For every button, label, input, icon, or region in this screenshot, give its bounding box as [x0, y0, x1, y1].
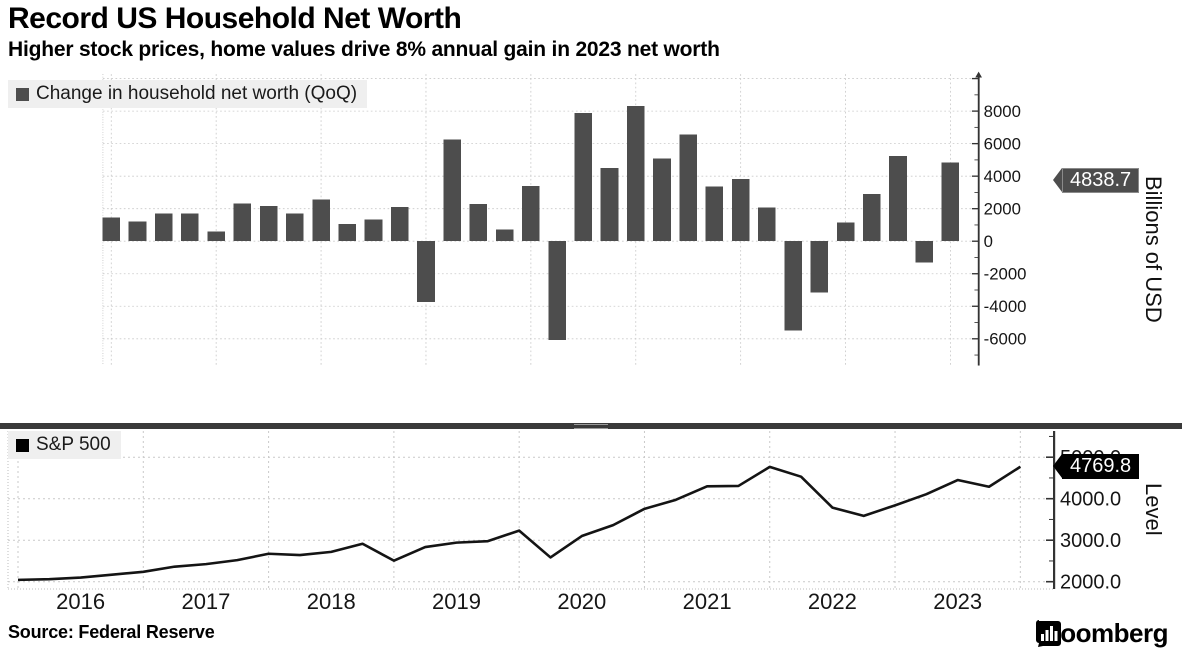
svg-text:0: 0 [984, 232, 993, 251]
page-title: Record US Household Net Worth [8, 2, 462, 35]
svg-text:4000.0: 4000.0 [1060, 489, 1121, 511]
tag-arrow-icon [1053, 168, 1062, 192]
panel-separator [0, 423, 1182, 429]
last-value-sp500: 4769.8 [1070, 455, 1132, 477]
svg-text:6000: 6000 [984, 134, 1021, 153]
svg-text:2020: 2020 [557, 589, 606, 614]
legend-sp500: S&P 500 [8, 431, 121, 459]
y-axis-title-level: Level [1141, 483, 1166, 536]
svg-text:2022: 2022 [808, 589, 857, 614]
page-subtitle: Higher stock prices, home values drive 8… [8, 38, 720, 61]
bloomberg-bug-icon [1036, 620, 1062, 647]
svg-text:2021: 2021 [683, 589, 732, 614]
y-axis-title-billions: Billions of USD [1141, 175, 1166, 323]
svg-text:-2000: -2000 [984, 265, 1027, 284]
last-value-tag-net-worth: 4838.7 [1053, 168, 1140, 193]
legend-sp500-label: S&P 500 [36, 434, 111, 455]
bloomberg-logo: Bloomberg [1035, 618, 1168, 649]
svg-text:-4000: -4000 [984, 297, 1027, 316]
svg-text:4000: 4000 [984, 167, 1021, 186]
last-value-tag-sp500: 4769.8 [1053, 454, 1140, 479]
sp500-line-chart: 5000.04000.03000.02000.02016201720182019… [7, 431, 1121, 614]
last-value-net-worth: 4838.7 [1070, 169, 1132, 191]
svg-text:2018: 2018 [307, 589, 356, 614]
panel-drag-handle-icon[interactable] [574, 424, 608, 429]
net-worth-bar-chart: 8000 6000 4000 2000 0 -2000 -4000 -6000 [102, 71, 1027, 366]
legend-swatch-icon [16, 438, 29, 452]
svg-text:2023: 2023 [933, 589, 982, 614]
legend-net-worth-label: Change in household net worth (QoQ) [36, 83, 358, 104]
legend-net-worth: Change in household net worth (QoQ) [8, 80, 368, 108]
svg-text:8000: 8000 [984, 102, 1021, 121]
tag-arrow-icon [1053, 454, 1062, 478]
svg-text:2017: 2017 [181, 589, 230, 614]
source-note: Source: Federal Reserve [8, 622, 215, 642]
svg-text:2000: 2000 [984, 200, 1021, 219]
svg-text:2019: 2019 [432, 589, 481, 614]
svg-text:3000.0: 3000.0 [1060, 530, 1121, 552]
svg-text:2000.0: 2000.0 [1060, 572, 1121, 594]
legend-swatch-icon [16, 87, 29, 101]
svg-text:-6000: -6000 [984, 330, 1027, 349]
svg-text:2016: 2016 [56, 589, 105, 614]
